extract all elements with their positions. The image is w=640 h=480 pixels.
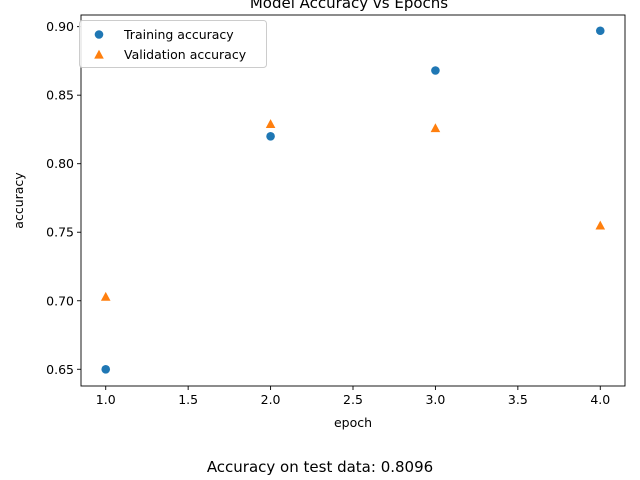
validation-accuracy-point xyxy=(100,291,111,301)
y-axis-label: accuracy xyxy=(11,172,26,229)
x-tick-label: 1.0 xyxy=(96,392,116,407)
x-tick-label: 3.5 xyxy=(508,392,528,407)
x-tick-label: 2.5 xyxy=(343,392,363,407)
x-axis-label: epoch xyxy=(334,415,372,430)
legend-label-validation: Validation accuracy xyxy=(124,47,247,62)
data-points xyxy=(100,26,606,374)
x-tick-label: 1.5 xyxy=(178,392,198,407)
y-tick-label: 0.85 xyxy=(46,88,74,103)
y-tick-label: 0.80 xyxy=(46,156,74,171)
y-tick-label: 0.65 xyxy=(46,362,74,377)
training-accuracy-point xyxy=(595,26,605,36)
y-axis-ticks: 0.65 0.70 0.75 0.80 0.85 0.90 xyxy=(46,19,81,377)
validation-accuracy-point xyxy=(430,123,441,133)
x-axis-ticks: 1.0 1.5 2.0 2.5 3.0 3.5 4.0 xyxy=(96,386,610,407)
x-tick-label: 2.0 xyxy=(261,392,281,407)
legend-label-training: Training accuracy xyxy=(123,27,234,42)
chart-title: Model Accuracy vs Epochs xyxy=(250,0,448,12)
y-tick-label: 0.75 xyxy=(46,225,74,240)
legend-marker-training xyxy=(94,30,104,39)
training-accuracy-point xyxy=(101,364,111,374)
validation-accuracy-point xyxy=(265,119,276,129)
y-tick-label: 0.90 xyxy=(46,19,74,34)
y-tick-label: 0.70 xyxy=(46,293,74,308)
legend: Training accuracy Validation accuracy xyxy=(79,20,267,68)
training-accuracy-point xyxy=(431,66,440,75)
legend-box xyxy=(79,20,267,68)
training-accuracy-point xyxy=(266,131,275,141)
plot-area xyxy=(80,14,626,387)
x-tick-label: 3.0 xyxy=(425,392,445,407)
x-tick-label: 4.0 xyxy=(590,392,610,407)
test-accuracy-text: Accuracy on test data: 0.8096 xyxy=(206,458,434,476)
validation-accuracy-point xyxy=(595,220,606,230)
legend-marker-validation xyxy=(94,49,104,59)
